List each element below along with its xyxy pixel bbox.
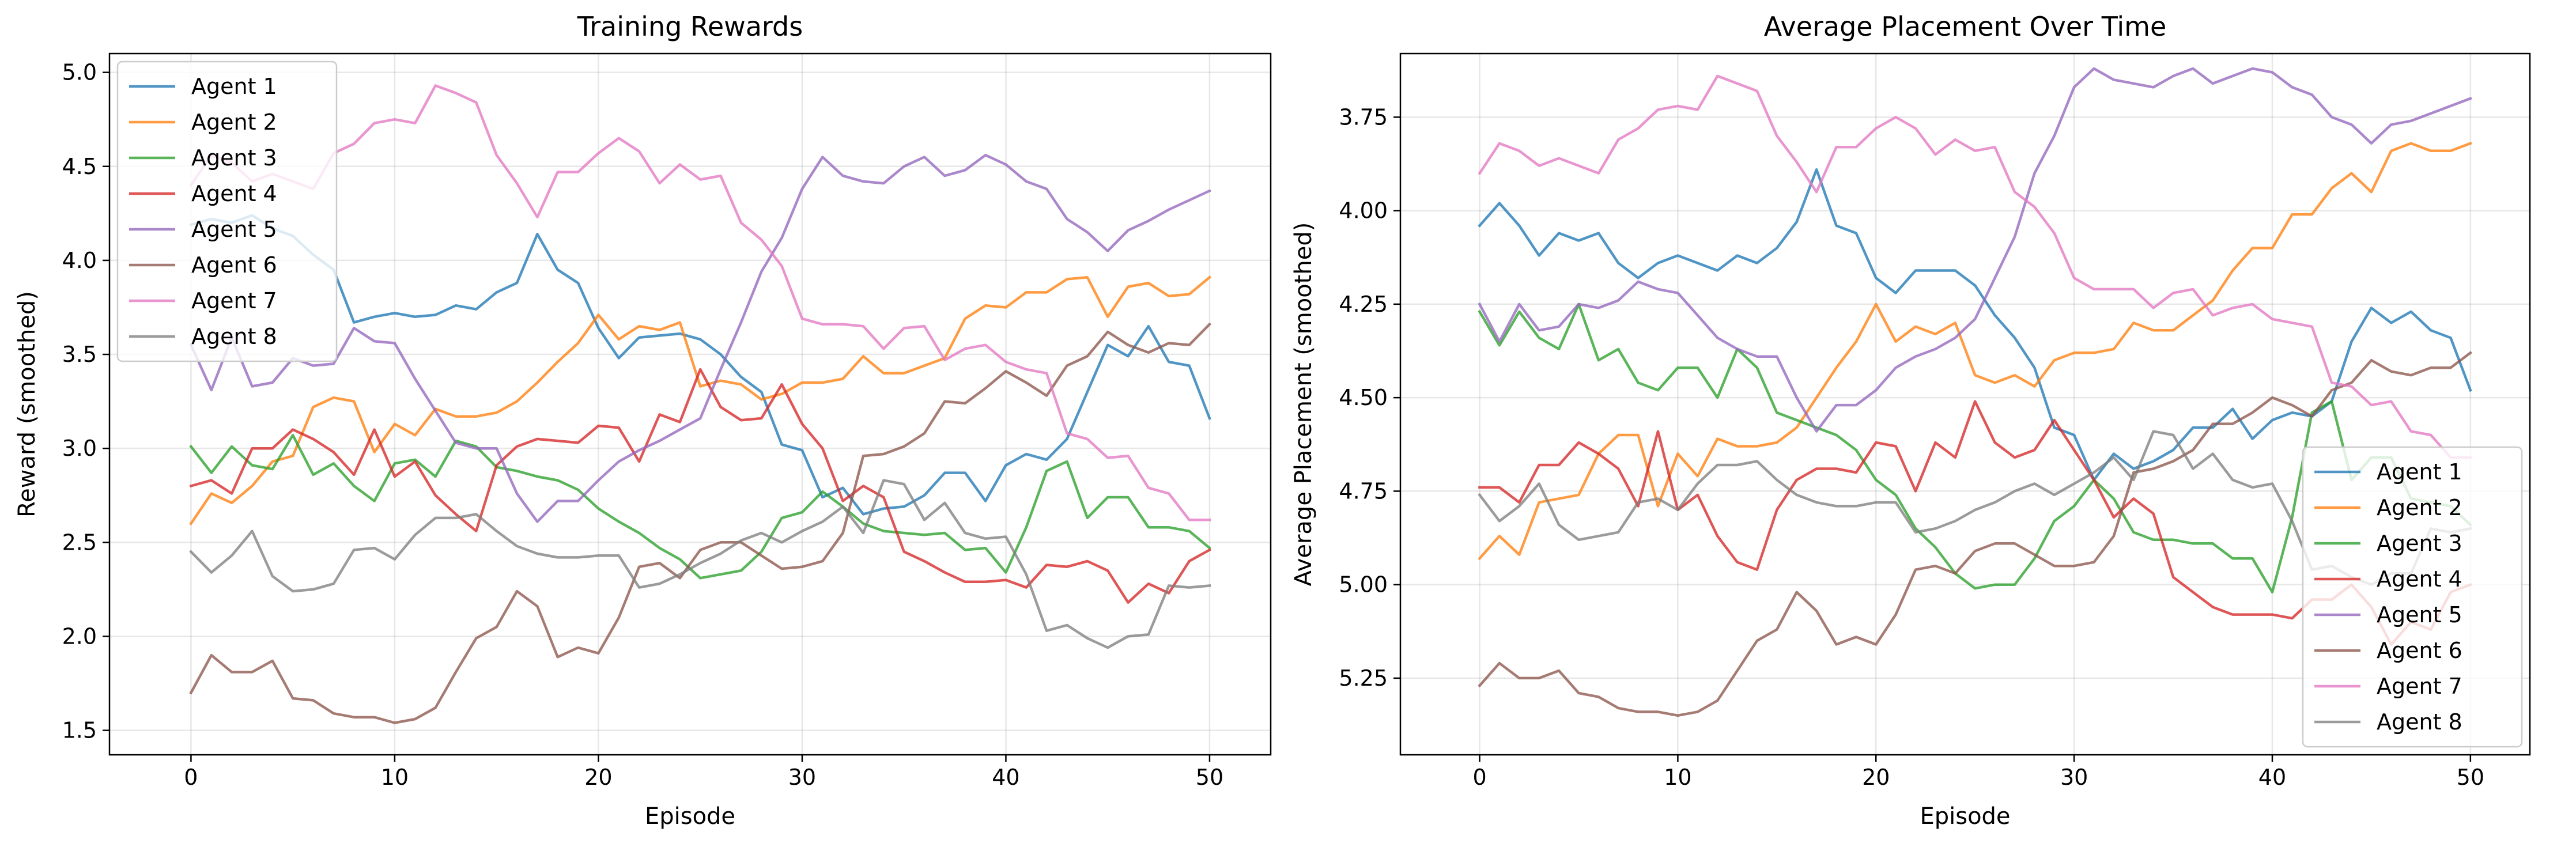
- y-tick-label: 4.0: [62, 248, 97, 273]
- legend: Agent 1 Agent 2 Agent 3 Agent 4 Agent 5 Agent…: [116, 60, 338, 362]
- x-tick-label: 30: [2060, 765, 2088, 790]
- legend-label: Agent 4: [2377, 566, 2462, 592]
- x-axis-ticks: 0 10 20 30 40 50: [1472, 755, 2484, 790]
- legend-item: Agent 4: [2314, 566, 2462, 592]
- legend-item: Agent 7: [2314, 674, 2462, 699]
- legend-label: Agent 2: [191, 109, 277, 135]
- x-axis-label: Episode: [645, 803, 735, 830]
- x-tick-label: 40: [992, 765, 1019, 790]
- y-tick-label: 5.25: [1339, 666, 1388, 691]
- series-line-agent-1: [189, 214, 1211, 516]
- series-line-agent-4: [189, 368, 1211, 604]
- series-line-agent-6: [1478, 351, 2472, 717]
- legend-label: Agent 1: [2377, 459, 2462, 485]
- legend-label: Agent 7: [191, 288, 277, 313]
- legend-label: Agent 8: [191, 324, 277, 349]
- legend-item: Agent 6: [129, 252, 277, 278]
- legend-item: Agent 7: [129, 288, 277, 313]
- x-tick-label: 20: [584, 765, 612, 790]
- chart-panel-average-placement: 0 10 20 30 40 50 3.75 4.00 4.25 4.50 4.75 5.00 5.25 A…: [1290, 11, 2531, 830]
- series-line-agent-5: [1478, 67, 2472, 433]
- series-line-agent-7: [189, 84, 1211, 521]
- legend-label: Agent 7: [2377, 674, 2462, 699]
- y-tick-label: 5.0: [62, 60, 97, 85]
- axes-frame: [1399, 52, 2531, 756]
- x-tick-label: 30: [788, 765, 816, 790]
- series-line-agent-1: [1478, 168, 2472, 482]
- legend-label: Agent 8: [2377, 709, 2462, 735]
- chart-title: Average Placement Over Time: [1764, 11, 2167, 42]
- legend-item: Agent 8: [2314, 709, 2462, 735]
- y-axis-ticks: 1.5 2.0 2.5 3.0 3.5 4.0 4.5 5.0: [62, 60, 109, 743]
- y-tick-label: 3.75: [1339, 104, 1388, 130]
- legend-item: Agent 3: [129, 145, 277, 171]
- legend-item: Agent 4: [129, 181, 277, 206]
- y-tick-label: 2.0: [62, 623, 97, 649]
- y-tick-label: 3.0: [62, 436, 97, 461]
- y-tick-label: 4.50: [1339, 385, 1388, 410]
- legend-label: Agent 3: [2377, 531, 2462, 556]
- x-axis-ticks: 0 10 20 30 40 50: [184, 755, 1223, 790]
- legend-item: Agent 6: [2314, 638, 2462, 663]
- x-tick-label: 40: [2258, 765, 2286, 790]
- legend-label: Agent 5: [191, 217, 277, 242]
- y-tick-label: 5.00: [1339, 572, 1388, 598]
- x-tick-label: 20: [1862, 765, 1890, 790]
- legend-label: Agent 1: [191, 74, 277, 99]
- y-tick-label: 2.5: [62, 530, 97, 555]
- series-line-agent-7: [1478, 74, 2472, 459]
- legend-item: Agent 8: [129, 324, 277, 349]
- legend: Agent 1 Agent 2 Agent 3 Agent 4 Agent 5 Agent…: [2302, 446, 2523, 748]
- legend-item: Agent 5: [2314, 602, 2462, 627]
- legend-label: Agent 6: [2377, 638, 2462, 663]
- y-tick-label: 4.75: [1339, 478, 1388, 504]
- legend-label: Agent 5: [2377, 602, 2462, 627]
- legend-label: Agent 3: [191, 145, 277, 171]
- y-tick-label: 4.25: [1339, 292, 1388, 317]
- legend-label: Agent 4: [191, 181, 277, 206]
- legend-item: Agent 1: [2314, 459, 2462, 485]
- y-tick-label: 3.5: [62, 342, 97, 367]
- x-tick-label: 10: [1664, 765, 1691, 790]
- legend-box: [2302, 446, 2523, 748]
- legend-item: Agent 2: [2314, 495, 2462, 520]
- series-line-agent-3: [189, 434, 1212, 580]
- x-axis-label: Episode: [1920, 803, 2010, 830]
- y-axis-label: Reward (smoothed): [14, 291, 40, 517]
- chart-panel-training-rewards: 0 10 20 30 40 50 1.5 2.0 2.5 3.0 3.5 4.0 4.5 5.0 Train…: [14, 11, 1272, 830]
- x-tick-label: 50: [1196, 765, 1223, 790]
- series-group: [189, 84, 1212, 724]
- x-tick-label: 0: [1472, 765, 1486, 790]
- series-line-agent-2: [1478, 141, 2472, 561]
- series-line-agent-6: [189, 322, 1212, 724]
- legend-item: Agent 2: [129, 109, 277, 135]
- legend-item: Agent 3: [2314, 531, 2462, 556]
- y-tick-label: 4.00: [1339, 198, 1388, 224]
- legend-item: Agent 1: [129, 74, 277, 99]
- y-tick-label: 4.5: [62, 154, 97, 179]
- series-line-agent-8: [189, 479, 1211, 649]
- legend-item: Agent 5: [129, 217, 277, 242]
- axes-frame: [108, 52, 1272, 756]
- y-axis-label: Average Placement (smoothed): [1290, 222, 1317, 587]
- y-axis-ticks: 3.75 4.00 4.25 4.50 4.75 5.00 5.25: [1339, 104, 1400, 691]
- series-group: [1478, 67, 2472, 717]
- series-line-agent-2: [189, 275, 1212, 525]
- chart-title: Training Rewards: [577, 11, 803, 42]
- y-tick-label: 1.5: [62, 718, 97, 743]
- legend-label: Agent 2: [2377, 495, 2462, 520]
- x-tick-label: 0: [184, 765, 198, 790]
- legend-label: Agent 6: [191, 252, 277, 278]
- x-tick-label: 10: [381, 765, 409, 790]
- series-line-agent-5: [189, 153, 1211, 523]
- legend-box: [116, 60, 338, 362]
- x-tick-label: 50: [2457, 765, 2484, 790]
